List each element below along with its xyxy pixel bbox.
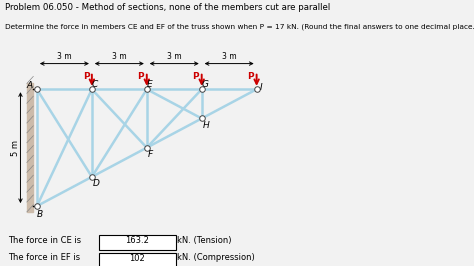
Text: P: P [247,72,254,81]
Text: P: P [137,72,144,81]
Text: H: H [202,120,209,130]
Text: I: I [259,83,262,92]
Text: G: G [201,80,209,89]
Text: 102: 102 [129,253,146,263]
Text: P: P [192,72,199,81]
Text: P: P [82,72,89,81]
Text: 3 m: 3 m [167,52,182,61]
Text: E: E [147,80,153,89]
Text: F: F [148,150,154,159]
Text: C: C [92,80,98,89]
Text: 3 m: 3 m [57,52,72,61]
Text: kN. (Compression): kN. (Compression) [177,253,255,262]
Bar [27,84,33,212]
Text: D: D [92,179,100,188]
Text: 163.2: 163.2 [126,236,149,245]
Text: Problem 06.050 - Method of sections, none of the members cut are parallel: Problem 06.050 - Method of sections, non… [5,3,330,12]
Text: The force in EF is: The force in EF is [8,253,80,262]
Text: The force in CE is: The force in CE is [8,236,81,244]
Text: 3 m: 3 m [112,52,127,61]
FancyBboxPatch shape [99,253,175,266]
FancyBboxPatch shape [99,235,175,250]
Text: kN. (Tension): kN. (Tension) [177,236,232,244]
Text: 5 m: 5 m [11,140,20,156]
Text: 3 m: 3 m [222,52,237,61]
Text: B: B [37,210,43,219]
Text: Determine the force in members CE and EF of the truss shown when P = 17 kN. (Rou: Determine the force in members CE and EF… [5,24,474,30]
Text: A: A [27,81,33,90]
